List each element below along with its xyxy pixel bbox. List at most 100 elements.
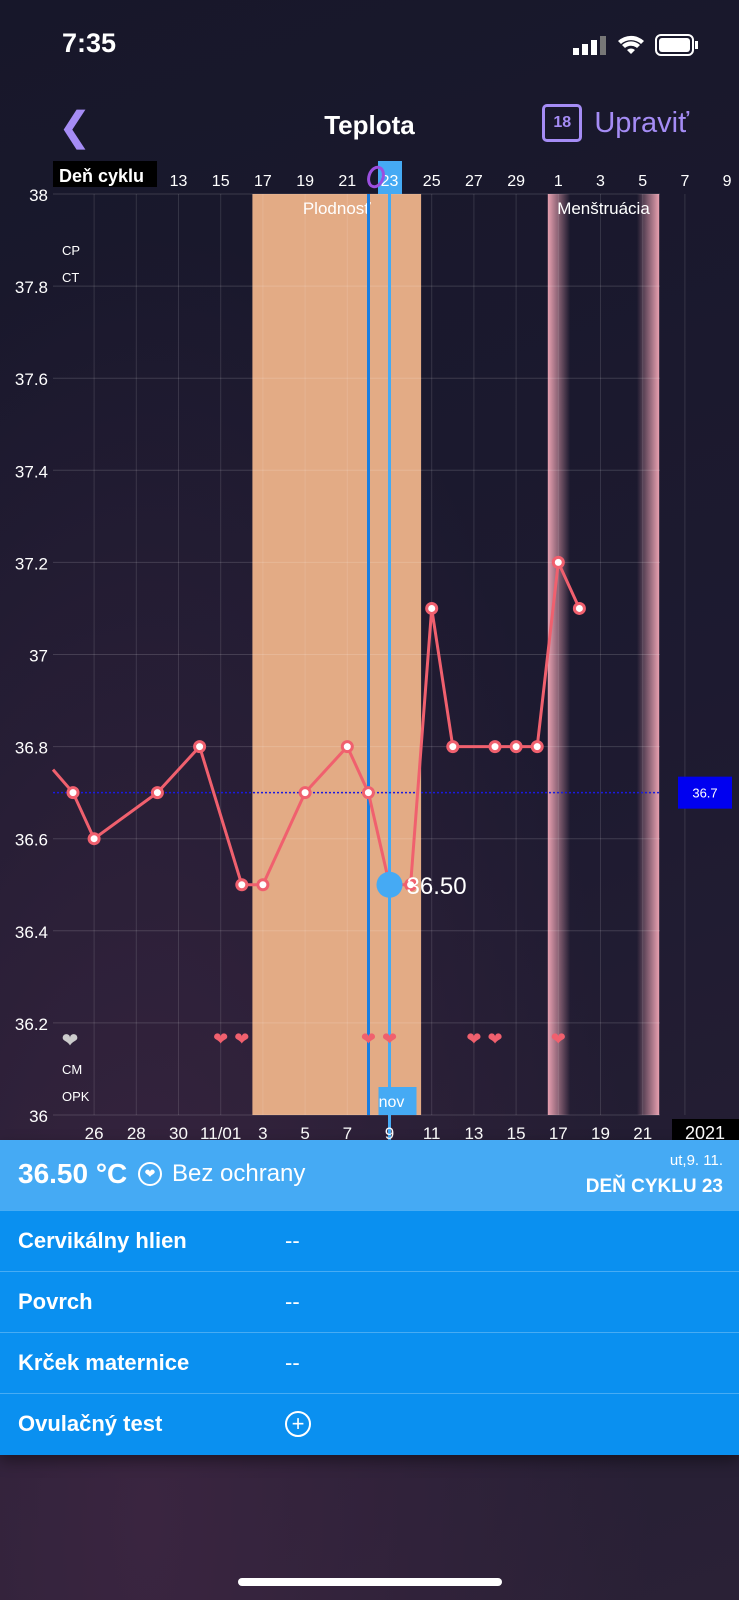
data-point	[530, 740, 544, 754]
ovulation-icon	[367, 165, 385, 189]
top-tick-label: 21	[338, 173, 356, 190]
home-indicator	[238, 1578, 502, 1586]
band-menstruation	[547, 194, 660, 1115]
data-point	[340, 740, 354, 754]
protection-status: Bez ochrany	[172, 1160, 306, 1187]
edit-button[interactable]: 18 Upraviť	[542, 104, 689, 142]
calendar-icon: 18	[542, 104, 583, 142]
wifi-icon	[618, 35, 644, 54]
coverline-label-bg	[678, 776, 732, 809]
data-point	[150, 786, 164, 800]
data-point	[551, 555, 565, 569]
status-icons	[573, 34, 699, 56]
status-time: 7:35	[62, 28, 117, 58]
row-label: Ovulačný test	[18, 1411, 163, 1436]
band-fertility	[252, 194, 422, 1115]
bottom-tick-label: 21	[633, 1124, 652, 1140]
y-tick-label: 36.6	[15, 831, 48, 850]
row-label: Krček maternice	[18, 1350, 190, 1375]
battery-icon	[655, 34, 698, 56]
y-tick-label: 37.6	[15, 370, 48, 389]
year-label: 2021	[685, 1123, 725, 1140]
y-tick-label: 37.4	[15, 462, 48, 481]
bottom-tick-label: 3	[258, 1124, 267, 1140]
data-point	[488, 740, 502, 754]
data-point	[361, 786, 375, 800]
grey-heart-icon: ❤	[62, 1030, 79, 1052]
top-tick-label: 15	[212, 173, 230, 190]
bottom-tick-label: 5	[300, 1124, 309, 1140]
top-tick-label: 23	[381, 173, 399, 190]
heart-icon: ❤	[466, 1029, 481, 1049]
y-tick-label: 37.8	[15, 278, 48, 297]
signal-icon	[573, 36, 606, 55]
heart-icon: ❤	[213, 1029, 228, 1049]
bottom-tick-label: 11	[423, 1124, 441, 1140]
data-point	[404, 878, 418, 892]
month-marker	[378, 1087, 417, 1115]
data-point	[256, 878, 270, 892]
row-label: CM	[62, 1062, 82, 1077]
selected-date: ut,9. 11.	[669, 1152, 723, 1169]
bottom-tick-label: 15	[507, 1124, 526, 1140]
panel-header: 36.50 °C ❤ Bez ochrany ut,9. 11. DEŇ CYK…	[0, 1140, 739, 1210]
data-point	[235, 878, 249, 892]
band-label: Menštruácia	[557, 199, 650, 218]
y-tick-label: 36.8	[15, 739, 48, 758]
back-button[interactable]: ❮	[58, 104, 92, 150]
bottom-tick-label: 11/01	[200, 1124, 241, 1140]
bottom-tick-label: 28	[127, 1124, 146, 1140]
heart-icon: ❤	[382, 1029, 397, 1049]
row-value: --	[285, 1350, 300, 1375]
row-label: CT	[62, 270, 79, 285]
temperature-chart[interactable]: Plodnosť Menštruácia3636.236.436.636.8373…	[0, 150, 739, 1140]
top-tick-label: 29	[507, 173, 525, 190]
detail-panel: 36.50 °C ❤ Bez ochrany ut,9. 11. DEŇ CYK…	[0, 1140, 739, 1455]
top-tick-label: 7	[680, 173, 689, 190]
top-tick-label: 5	[638, 173, 647, 190]
row-surface[interactable]: Povrch --	[0, 1271, 739, 1332]
heart-circle-icon: ❤	[138, 1162, 162, 1186]
y-tick-label: 36.2	[15, 1015, 48, 1034]
row-value: --	[285, 1289, 300, 1314]
heart-icon: ❤	[234, 1029, 249, 1049]
bottom-tick-label: 19	[591, 1124, 610, 1140]
y-tick-label: 36.4	[15, 923, 48, 942]
band-label: Plodnosť	[303, 199, 371, 218]
row-cervix[interactable]: Krček maternice --	[0, 1332, 739, 1393]
row-label: OPK	[62, 1089, 90, 1104]
bottom-tick-label: 13	[464, 1124, 483, 1140]
heart-icon: ❤	[551, 1029, 566, 1049]
page-title: Teplota	[324, 110, 415, 140]
bottom-tick-label: 9	[385, 1124, 394, 1140]
bottom-tick-label: 17	[549, 1124, 568, 1140]
add-icon[interactable]: +	[285, 1411, 311, 1437]
top-tick-label: 13	[170, 173, 188, 190]
top-tick-label: 17	[254, 173, 272, 190]
data-point	[193, 740, 207, 754]
y-tick-label: 37.2	[15, 554, 48, 573]
top-tick-label: 19	[296, 173, 314, 190]
year-label-bg	[672, 1119, 739, 1140]
top-tick-label: 3	[596, 173, 605, 190]
y-tick-label: 38	[29, 186, 48, 205]
heart-icon: ❤	[487, 1029, 502, 1049]
top-tick-label: 25	[423, 173, 441, 190]
top-tick-label: 9	[723, 173, 732, 190]
selected-temperature: 36.50 °C	[18, 1158, 128, 1189]
row-label: Povrch	[18, 1289, 93, 1314]
top-axis-title-bg	[53, 161, 157, 187]
top-tick-label: 27	[465, 173, 483, 190]
y-tick-label: 37	[29, 647, 48, 666]
heart-icon: ❤	[361, 1029, 376, 1049]
edit-label: Upraviť	[594, 106, 689, 139]
row-value: --	[285, 1228, 300, 1253]
top-axis-title: Deň cyklu	[59, 166, 144, 186]
data-point	[446, 740, 460, 754]
row-label: Cervikálny hlien	[18, 1228, 187, 1253]
y-tick-label: 36	[29, 1107, 48, 1126]
row-label: CP	[62, 243, 80, 258]
row-cervical-mucus[interactable]: Cervikálny hlien --	[0, 1210, 739, 1271]
row-ovulation-test[interactable]: Ovulačný test +	[0, 1393, 739, 1454]
selected-point	[376, 871, 403, 898]
